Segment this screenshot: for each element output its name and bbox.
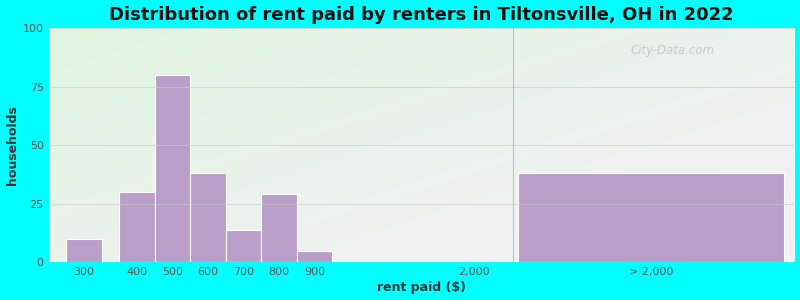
Bar	[261, 194, 297, 262]
Bar	[119, 192, 155, 262]
Bar	[297, 251, 332, 262]
Bar	[518, 173, 784, 262]
Title: Distribution of rent paid by renters in Tiltonsville, OH in 2022: Distribution of rent paid by renters in …	[110, 6, 734, 24]
Bar	[155, 75, 190, 262]
X-axis label: rent paid ($): rent paid ($)	[377, 281, 466, 294]
Y-axis label: households: households	[6, 105, 18, 185]
Bar	[226, 230, 261, 262]
Bar	[66, 239, 102, 262]
Bar	[190, 173, 226, 262]
Text: City-Data.com: City-Data.com	[630, 44, 714, 57]
